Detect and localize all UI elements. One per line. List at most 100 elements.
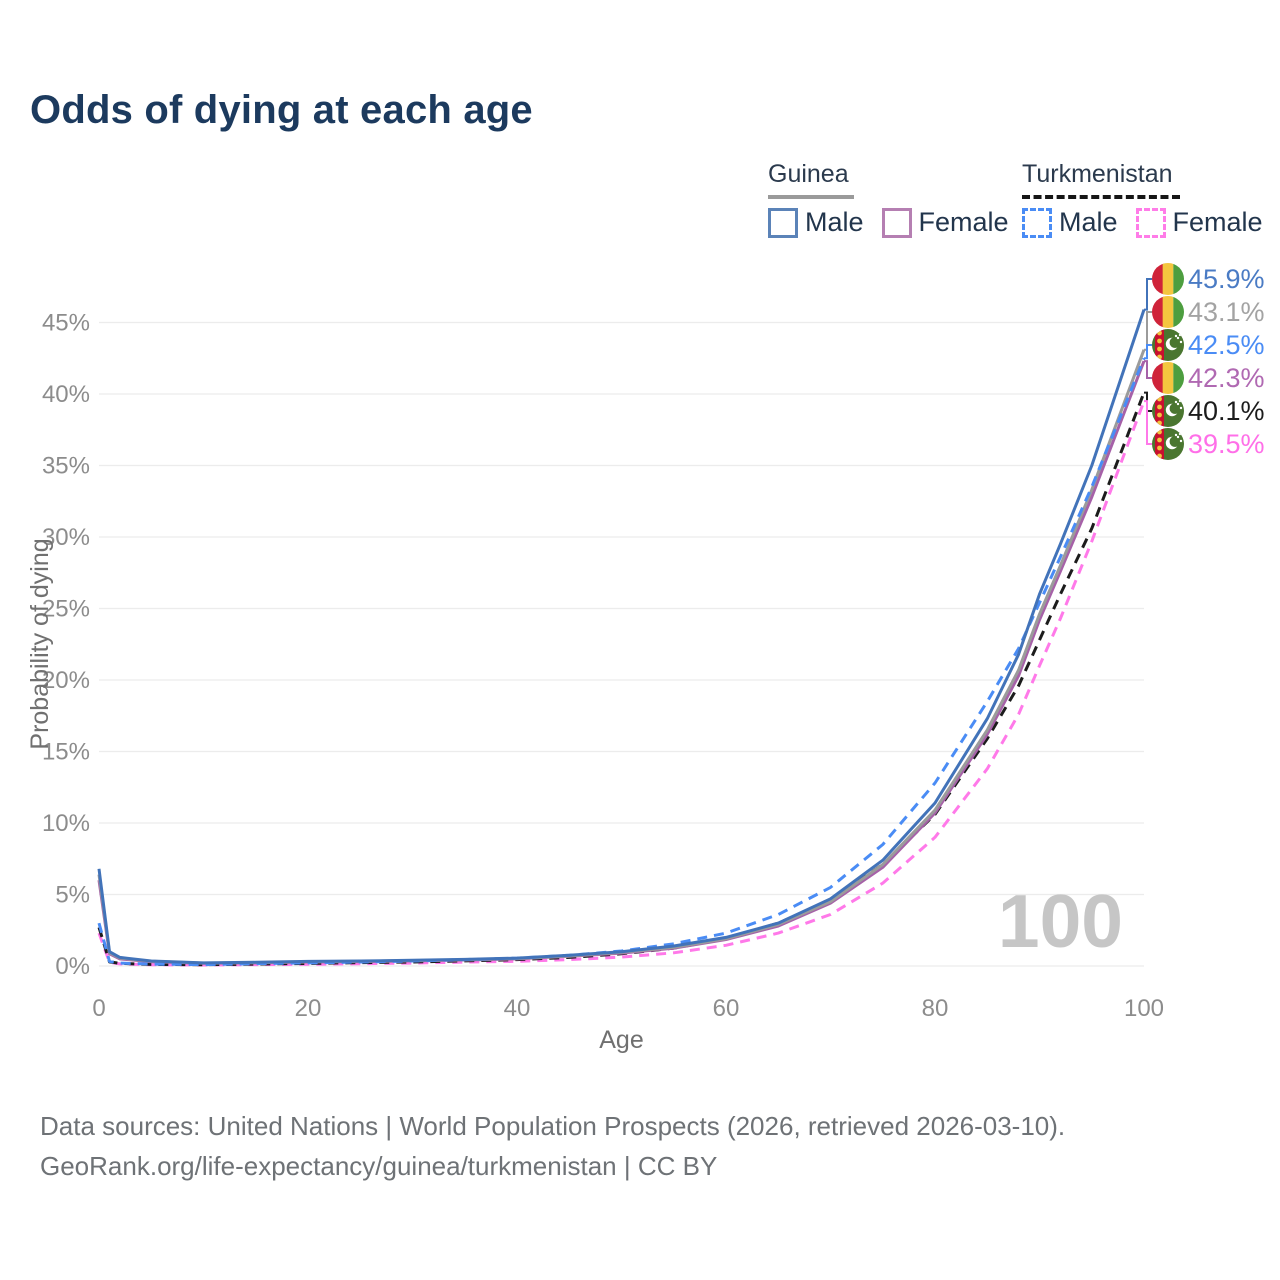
legend-item-turkmenistan-female[interactable]: Female [1135, 207, 1263, 238]
flag-part [1176, 402, 1180, 406]
footer: Data sources: United Nations | World Pop… [40, 1106, 1065, 1186]
series-line-guinea-male [97, 309, 1146, 965]
flag-part [1179, 439, 1183, 443]
flag-part [1173, 263, 1184, 295]
legend-item-turkmenistan-male[interactable]: Male [1022, 207, 1118, 238]
series-line-tm-total [97, 392, 1146, 967]
x-axis-title: Age [599, 1026, 643, 1054]
guinea-flag-icon [1152, 296, 1184, 328]
flag-part [1155, 329, 1164, 361]
flag-part [1157, 330, 1162, 336]
flag-part [1162, 362, 1174, 394]
y-tick-label: 45% [42, 310, 90, 337]
flag-part [1176, 435, 1180, 439]
end-value-label-tm-male: 42.5% [1188, 330, 1265, 360]
flag-part [1173, 362, 1184, 394]
leader-line-tm-male [1144, 344, 1152, 360]
turkmenistan-flag-icon [1152, 395, 1184, 427]
legend-underline-dashed [1022, 195, 1180, 199]
series-line-guinea-female [97, 360, 1146, 965]
legend-item-guinea-male[interactable]: Male [768, 207, 864, 238]
flag-part [1157, 420, 1162, 426]
y-tick-label: 5% [55, 882, 90, 909]
attribution-text: GeoRank.org/life-expectancy/guinea/turkm… [40, 1151, 718, 1181]
flag-part [1157, 437, 1162, 443]
y-tick-label: 20% [42, 667, 90, 694]
flag-part [1169, 337, 1181, 348]
flag-part [1169, 436, 1181, 447]
y-tick-label: 35% [42, 453, 90, 480]
flag-part [1157, 404, 1162, 410]
guinea-male-swatch-icon [768, 207, 798, 238]
flag-part [1152, 362, 1164, 394]
guinea-female-swatch-icon [881, 207, 912, 238]
y-axis-title: Probability of dying [26, 538, 54, 749]
end-value-label-guinea-female: 42.3% [1188, 363, 1265, 393]
flag-part [1176, 336, 1180, 340]
flag-part [1157, 445, 1162, 451]
legend-item-label: Male [1059, 207, 1118, 237]
flag-part [1157, 338, 1162, 344]
flag-part [1179, 406, 1183, 410]
legend-item-label: Female [918, 207, 1009, 237]
y-tick-label: 0% [55, 953, 90, 980]
flag-part [1157, 429, 1162, 435]
turkmenistan-male-swatch-icon [1022, 207, 1052, 238]
legend-item-guinea-female[interactable]: Female [881, 207, 1009, 238]
flag-part [1174, 334, 1178, 338]
x-tick-label: 80 [922, 995, 949, 1022]
end-value-label-guinea-total: 43.1% [1188, 297, 1265, 327]
flag-part [1157, 412, 1162, 418]
flag-part [1157, 346, 1162, 352]
leader-line-guinea-male [1144, 278, 1152, 311]
x-tick-label: 0 [92, 995, 105, 1022]
guinea-flag-icon [1152, 362, 1184, 394]
end-value-label-guinea-male: 45.9% [1188, 264, 1265, 294]
series-line-tm-female [97, 400, 1146, 967]
legend-header-turkmenistan: Turkmenistan [1022, 160, 1173, 188]
y-tick-label: 15% [42, 739, 90, 766]
x-tick-label: 40 [504, 995, 531, 1022]
flag-part [1155, 428, 1164, 460]
legend-group-guinea: Guinea Male Female [768, 160, 1009, 238]
y-tick-label: 40% [42, 381, 90, 408]
flag-part [1173, 296, 1184, 328]
turkmenistan-flag-icon [1152, 428, 1184, 460]
legend-item-label: Female [1172, 207, 1263, 237]
flag-part [1157, 354, 1162, 360]
leader-line-guinea-female [1144, 360, 1152, 379]
legend-header-guinea: Guinea [768, 160, 849, 188]
turkmenistan-female-swatch-icon [1135, 207, 1166, 238]
x-tick-label: 60 [713, 995, 740, 1022]
flag-part [1179, 340, 1183, 344]
page-title: Odds of dying at each age [30, 88, 533, 132]
series-line-tm-male [97, 357, 1146, 967]
leader-line-tm-female [1144, 400, 1152, 445]
flag-part [1174, 400, 1178, 404]
x-tick-label: 100 [1124, 995, 1164, 1022]
data-source-text: Data sources: United Nations | World Pop… [40, 1111, 1066, 1141]
flag-part [1162, 296, 1174, 328]
age-counter-watermark: 100 [998, 879, 1123, 963]
flag-part [1152, 263, 1164, 295]
flag-part [1169, 403, 1181, 414]
flag-part [1178, 432, 1182, 436]
flag-part [1174, 433, 1178, 437]
end-value-label-tm-female: 39.5% [1188, 429, 1265, 459]
flag-part [1152, 296, 1164, 328]
series-line-guinea-total [97, 349, 1146, 965]
y-tick-label: 25% [42, 596, 90, 623]
turkmenistan-flag-icon [1152, 329, 1184, 361]
flag-part [1157, 396, 1162, 402]
guinea-flag-icon [1152, 263, 1184, 295]
flag-part [1157, 453, 1162, 459]
legend-underline-solid [768, 195, 854, 199]
leader-line-guinea-total [1144, 311, 1152, 351]
legend-group-turkmenistan: Turkmenistan Male Female [1022, 160, 1263, 238]
flag-part [1162, 263, 1174, 295]
end-value-label-tm-total: 40.1% [1188, 396, 1265, 426]
flag-part [1155, 395, 1164, 427]
x-tick-label: 20 [295, 995, 322, 1022]
